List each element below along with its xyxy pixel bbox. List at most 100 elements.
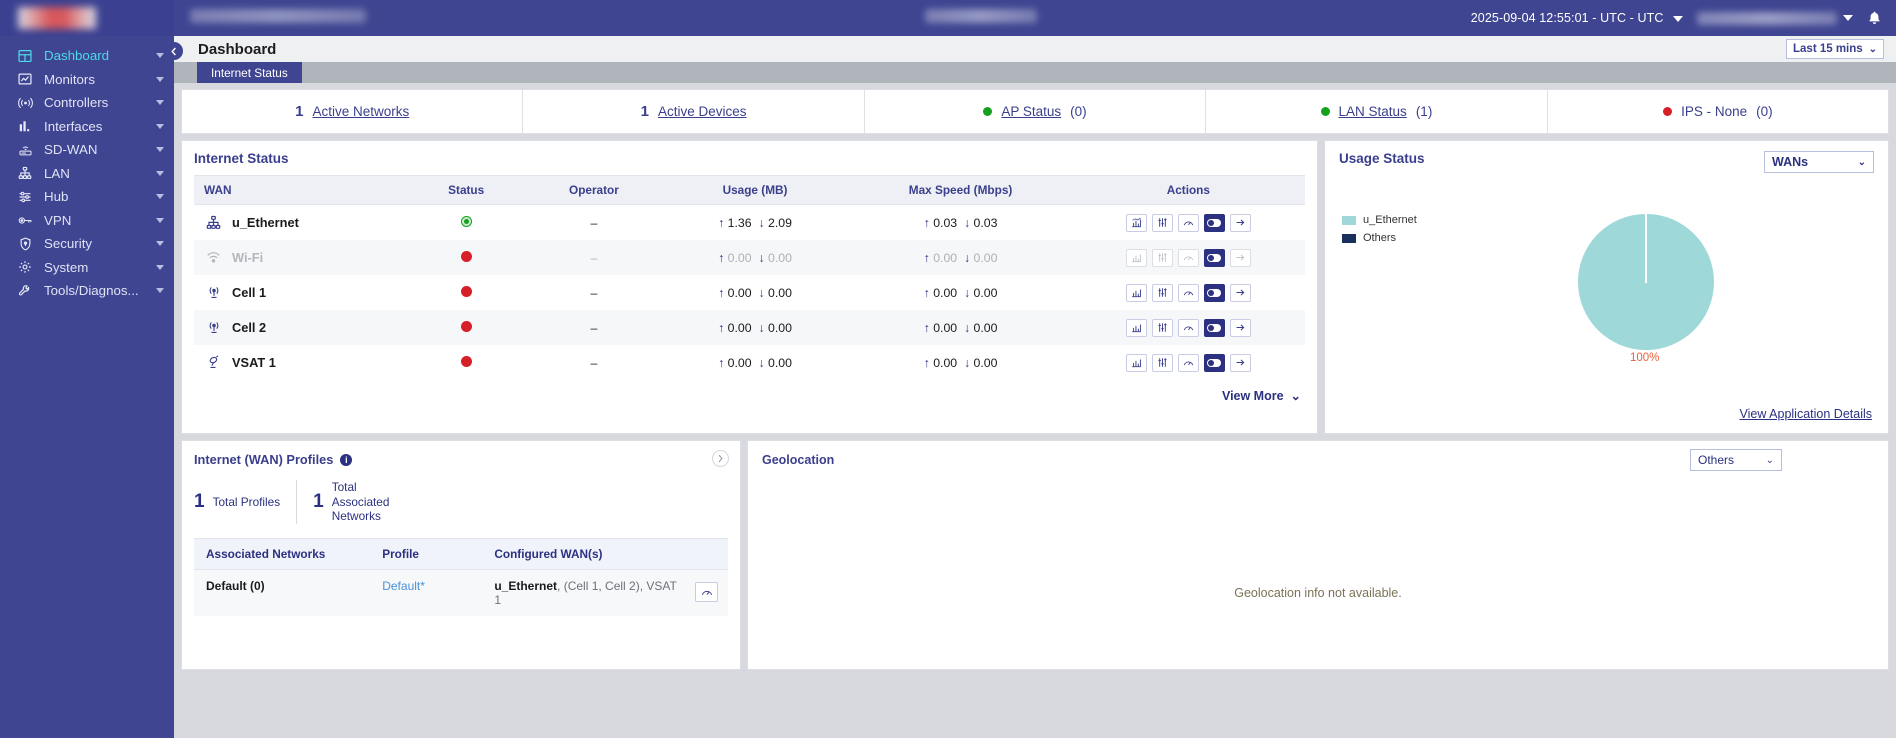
wan-profiles-title: Internet (WAN) Profiles bbox=[194, 452, 334, 467]
usage-cell: ↑ 0.00 ↓ 0.00 bbox=[718, 355, 792, 370]
legend-swatch bbox=[1342, 233, 1356, 243]
chart-legend: u_Ethernet Others bbox=[1342, 214, 1417, 250]
table-row[interactable]: Default (0) Default* u_Ethernet, (Cell 1… bbox=[194, 569, 728, 617]
speedometer-icon[interactable] bbox=[695, 582, 718, 603]
sidebar-item-interfaces[interactable]: Interfaces bbox=[0, 115, 174, 139]
sidebar-item-system[interactable]: System bbox=[0, 256, 174, 280]
kpi-ips-status[interactable]: IPS - None (0) bbox=[1548, 90, 1888, 133]
sidebar-item-vpn[interactable]: VPN bbox=[0, 209, 174, 233]
sidebar-item-controllers[interactable]: Controllers bbox=[0, 91, 174, 115]
info-icon[interactable]: i bbox=[340, 453, 353, 466]
kpi-active-devices[interactable]: 1 Active Devices bbox=[523, 90, 865, 133]
tab-internet-status[interactable]: Internet Status bbox=[197, 62, 302, 83]
chevron-down-icon bbox=[156, 147, 164, 153]
toggle-icon[interactable] bbox=[1203, 283, 1225, 302]
top-bar: 2025-09-04 12:55:01 - UTC - UTC bbox=[0, 0, 1896, 36]
geolocation-scope-select[interactable]: Others ⌄ bbox=[1690, 449, 1782, 471]
kpi-count: (0) bbox=[1756, 104, 1773, 119]
sliders-icon[interactable] bbox=[1151, 213, 1173, 232]
operator-cell: – bbox=[527, 310, 661, 345]
sidebar-item-security[interactable]: Security bbox=[0, 232, 174, 256]
speedometer-icon[interactable] bbox=[1177, 213, 1199, 232]
sidebar-item-label: VPN bbox=[44, 212, 72, 228]
kpi-label[interactable]: AP Status bbox=[1001, 104, 1062, 119]
user-menu[interactable] bbox=[1697, 11, 1853, 25]
kpi-active-networks[interactable]: 1 Active Networks bbox=[182, 90, 524, 133]
cellular-icon bbox=[204, 318, 223, 337]
timestamp-menu[interactable]: 2025-09-04 12:55:01 - UTC - UTC bbox=[1471, 11, 1683, 25]
chart-icon[interactable] bbox=[1125, 283, 1147, 302]
usage-pie-chart[interactable]: 100% bbox=[1578, 214, 1716, 372]
system-icon bbox=[14, 260, 36, 274]
chart-icon bbox=[1125, 248, 1147, 267]
chevron-down-icon bbox=[156, 264, 164, 270]
kpi-label[interactable]: Active Devices bbox=[658, 104, 747, 119]
toggle-icon[interactable] bbox=[1203, 248, 1225, 267]
kpi-label[interactable]: LAN Status bbox=[1338, 104, 1407, 119]
chevron-down-icon: ⌄ bbox=[1857, 156, 1866, 168]
operator-cell: – bbox=[590, 355, 598, 370]
time-range-select[interactable]: Last 15 mins ⌄ bbox=[1786, 39, 1884, 59]
sidebar-item-sd-wan[interactable]: SD-WAN bbox=[0, 138, 174, 162]
view-application-details-link[interactable]: View Application Details bbox=[1739, 407, 1872, 421]
tab-label: Internet Status bbox=[211, 65, 288, 80]
wan-name-cell: u_Ethernet bbox=[204, 213, 405, 232]
chart-icon[interactable] bbox=[1125, 213, 1147, 232]
speedometer-icon[interactable] bbox=[1177, 318, 1199, 337]
chevron-down-icon bbox=[156, 170, 164, 176]
wan-profiles-expand-button[interactable] bbox=[712, 450, 729, 467]
arrow-right-icon[interactable] bbox=[1229, 213, 1251, 232]
sidebar-collapse-button[interactable] bbox=[165, 42, 183, 60]
arrow-right-icon[interactable] bbox=[1229, 283, 1251, 302]
tools-icon bbox=[14, 284, 36, 298]
chevron-left-icon bbox=[171, 47, 176, 55]
kpi-value: 1 bbox=[295, 103, 304, 120]
speedometer-icon[interactable] bbox=[1177, 283, 1199, 302]
sidebar-item-label: Security bbox=[44, 236, 93, 252]
toggle-icon[interactable] bbox=[1203, 353, 1225, 372]
arrow-right-icon[interactable] bbox=[1229, 353, 1251, 372]
tab-strip: Internet Status bbox=[174, 62, 1896, 83]
toggle-icon[interactable] bbox=[1203, 213, 1225, 232]
kpi-label[interactable]: Active Networks bbox=[312, 104, 410, 119]
kpi-label: IPS - None bbox=[1681, 104, 1748, 119]
sidebar-item-label: Tools/Diagnos... bbox=[44, 283, 139, 299]
sidebar-item-tools-diagnostics[interactable]: Tools/Diagnos... bbox=[0, 279, 174, 303]
kpi-ap-status[interactable]: AP Status (0) bbox=[865, 90, 1207, 133]
sliders-icon[interactable] bbox=[1151, 283, 1173, 302]
sidebar-item-dashboard[interactable]: Dashboard bbox=[0, 44, 174, 68]
profile-link[interactable]: Default* bbox=[382, 579, 425, 594]
sliders-icon[interactable] bbox=[1151, 318, 1173, 337]
dashboard-row-3: Internet (WAN) Profiles i 1 Total Profile… bbox=[181, 440, 1889, 670]
legend-item: u_Ethernet bbox=[1342, 214, 1417, 226]
chevron-down-icon bbox=[156, 76, 164, 82]
wifi-icon bbox=[204, 248, 223, 267]
lan-icon bbox=[14, 166, 36, 180]
table-row[interactable]: Cell 2 – ↑ 0.00 ↓ 0.00 ↑ 0.00 ↓ 0.00 bbox=[194, 310, 1305, 345]
chevron-down-icon: ⌄ bbox=[1287, 389, 1301, 403]
sidebar-item-label: Controllers bbox=[44, 95, 109, 111]
column-header-configured-wans: Configured WAN(s) bbox=[482, 538, 728, 571]
table-row[interactable]: Wi-Fi – ↑ 0.00 ↓ 0.00 ↑ 0.00 ↓ 0.00 bbox=[194, 240, 1305, 275]
table-row[interactable]: Cell 1 – ↑ 0.00 ↓ 0.00 ↑ 0.00 ↓ 0.00 bbox=[194, 275, 1305, 310]
sidebar-item-lan[interactable]: LAN bbox=[0, 162, 174, 186]
sliders-icon[interactable] bbox=[1151, 353, 1173, 372]
main-area: Dashboard Last 15 mins ⌄ Internet Status… bbox=[174, 36, 1896, 738]
speedometer-icon[interactable] bbox=[1177, 353, 1199, 372]
table-row[interactable]: u_Ethernet – ↑ 1.36 ↓ 2.09 ↑ 0.03 ↓ 0.03 bbox=[194, 205, 1305, 241]
kpi-value: 1 bbox=[640, 103, 650, 120]
table-row[interactable]: VSAT 1 – ↑ 0.00 ↓ 0.00 ↑ 0.00 ↓ 0.00 bbox=[194, 345, 1305, 380]
view-more-button[interactable]: View More ⌄ bbox=[194, 380, 1305, 403]
header-redacted-text-left bbox=[190, 9, 366, 23]
toggle-icon[interactable] bbox=[1203, 318, 1225, 337]
arrow-right-icon[interactable] bbox=[1229, 318, 1251, 337]
chart-icon[interactable] bbox=[1125, 318, 1147, 337]
chart-icon[interactable] bbox=[1125, 353, 1147, 372]
sidebar-item-monitors[interactable]: Monitors bbox=[0, 68, 174, 92]
bell-icon[interactable] bbox=[1867, 10, 1882, 26]
sidebar-item-hub[interactable]: Hub bbox=[0, 185, 174, 209]
table-header-row: WAN Status Operator Usage (MB) Max Speed… bbox=[194, 175, 1305, 205]
kpi-lan-status[interactable]: LAN Status (1) bbox=[1206, 90, 1548, 133]
usage-scope-select[interactable]: WANs ⌄ bbox=[1764, 151, 1874, 173]
internet-status-title: Internet Status bbox=[194, 151, 289, 166]
